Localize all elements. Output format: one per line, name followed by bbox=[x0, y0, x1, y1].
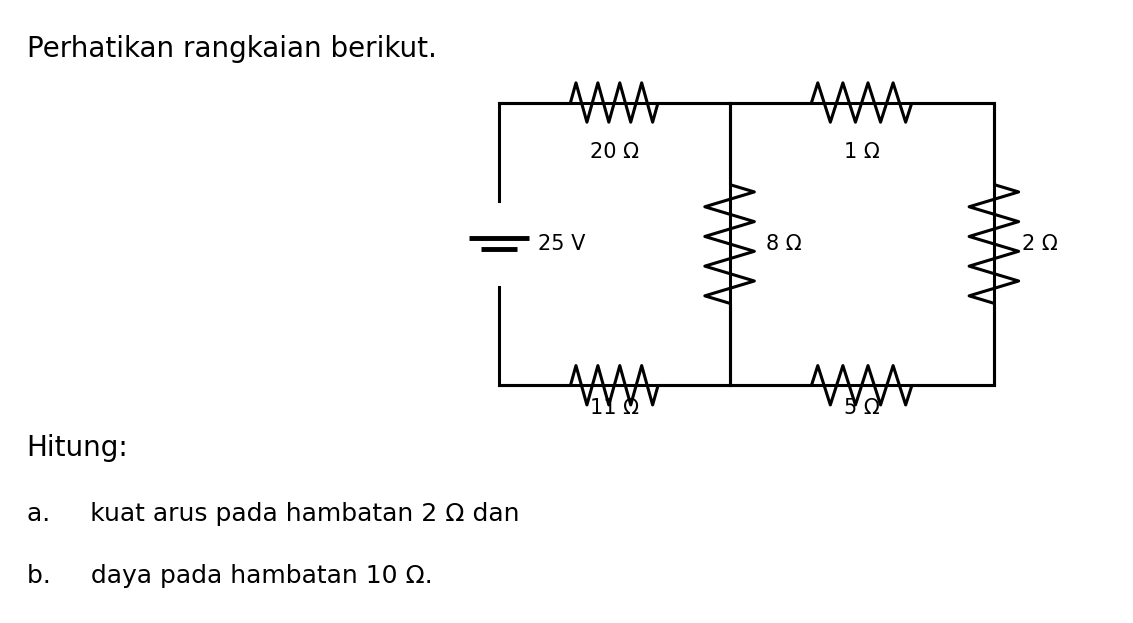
Text: 11 Ω: 11 Ω bbox=[590, 397, 639, 417]
Text: 20 Ω: 20 Ω bbox=[590, 143, 639, 163]
Text: Perhatikan rangkaian berikut.: Perhatikan rangkaian berikut. bbox=[27, 35, 436, 63]
Text: 1 Ω: 1 Ω bbox=[844, 143, 879, 163]
Text: Hitung:: Hitung: bbox=[27, 434, 128, 462]
Text: 5 Ω: 5 Ω bbox=[844, 397, 879, 417]
Text: 8 Ω: 8 Ω bbox=[766, 234, 801, 254]
Text: 2 Ω: 2 Ω bbox=[1022, 234, 1058, 254]
Text: a.     kuat arus pada hambatan 2 Ω dan: a. kuat arus pada hambatan 2 Ω dan bbox=[27, 502, 519, 526]
Text: 25 V: 25 V bbox=[538, 234, 586, 254]
Text: b.     daya pada hambatan 10 Ω.: b. daya pada hambatan 10 Ω. bbox=[27, 564, 433, 587]
